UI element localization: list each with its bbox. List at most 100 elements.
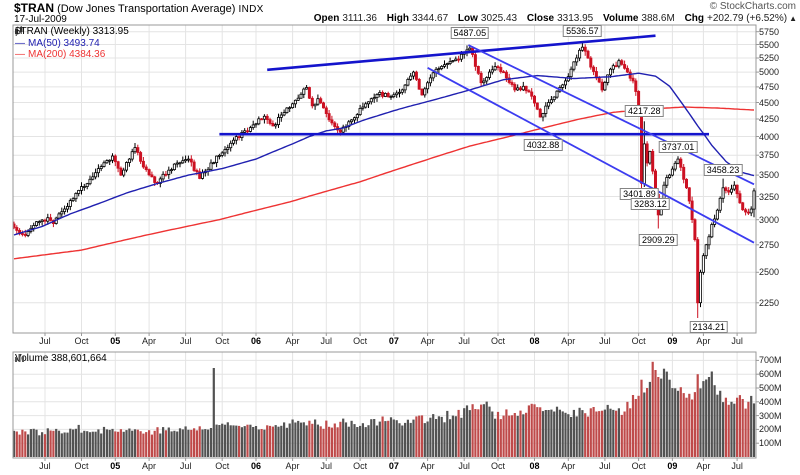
x-axis-label: 08 bbox=[529, 336, 540, 346]
chg-label: Chg bbox=[684, 13, 705, 24]
x-axis-label: 09 bbox=[667, 336, 678, 346]
ma50-swatch: — bbox=[15, 37, 25, 49]
quote-summary: Open 3111.36 High 3344.67 Low 3025.43 Close… bbox=[307, 13, 797, 24]
price-axis-tick-label: 4500 bbox=[759, 97, 780, 108]
x-axis-label: Jul bbox=[39, 461, 51, 471]
x-axis-label: Oct bbox=[631, 336, 646, 346]
x-axis-label: Apr bbox=[561, 336, 576, 346]
x-axis-label: 07 bbox=[388, 336, 399, 346]
x-axis-label: Apr bbox=[696, 336, 711, 346]
ticker-symbol: $TRAN bbox=[14, 1, 55, 15]
volume-axis-tick-label: 600M bbox=[759, 369, 782, 380]
price-axis-tick-label: 3250 bbox=[759, 191, 780, 202]
x-axis-label: 06 bbox=[250, 461, 261, 471]
volume-axis-tick-label: 700M bbox=[759, 355, 782, 366]
price-axis-tick-label: 4250 bbox=[759, 114, 780, 125]
open-value: 3111.36 bbox=[342, 13, 377, 24]
price-axis-tick-label: 3750 bbox=[759, 150, 780, 161]
price-axis-tick-label: 2750 bbox=[759, 239, 780, 250]
price-axis-tick-label: 3500 bbox=[759, 170, 780, 181]
x-axis-label: Apr bbox=[420, 336, 435, 346]
exchange-label: INDX bbox=[238, 4, 264, 15]
x-axis-label: Apr bbox=[285, 461, 300, 471]
price-axis-tick-label: 2250 bbox=[759, 297, 780, 308]
x-axis-label: Apr bbox=[142, 336, 157, 346]
x-axis-label: 09 bbox=[667, 461, 678, 471]
x-axis-label: Oct bbox=[353, 461, 368, 471]
volume-axis-tick-label: 300M bbox=[759, 410, 782, 421]
low-label: Low bbox=[457, 13, 478, 24]
price-annotation: 4032.88 bbox=[523, 138, 563, 151]
high-label: High bbox=[386, 13, 409, 24]
chart-title: $TRAN (Dow Jones Transportation Average)… bbox=[14, 1, 264, 15]
price-axis-tick-label: 5000 bbox=[759, 67, 780, 78]
price-axis-tick-label: 2500 bbox=[759, 267, 780, 278]
instrument-name: (Dow Jones Transportation Average) bbox=[57, 3, 236, 15]
close-label: Close bbox=[526, 13, 555, 24]
x-axis-label: Oct bbox=[490, 461, 505, 471]
price-legend: $TRAN (Weekly) 3313.95 — MA(50) 3493.74 … bbox=[15, 26, 129, 61]
x-axis-label: Jul bbox=[320, 461, 333, 471]
volume-axis-tick-label: 400M bbox=[759, 396, 782, 407]
x-axis-label: Jul bbox=[179, 336, 192, 346]
close-value: 3313.95 bbox=[557, 13, 594, 24]
x-axis-label: Oct bbox=[74, 461, 89, 471]
volume-bars-icon bbox=[15, 354, 24, 362]
x-axis-label: Oct bbox=[631, 461, 646, 471]
chg-value: +202.79 (+6.52%) bbox=[707, 13, 788, 24]
x-axis-label: Jul bbox=[731, 461, 743, 471]
x-axis-label: Jul bbox=[599, 336, 611, 346]
x-axis-label: Apr bbox=[696, 461, 711, 471]
price-annotation: 3283.12 bbox=[631, 198, 670, 211]
volume-axis-tick-label: 500M bbox=[759, 383, 782, 393]
x-axis-label: Jul bbox=[458, 461, 470, 471]
x-axis-label: Jul bbox=[458, 336, 470, 346]
high-value: 3344.67 bbox=[411, 13, 449, 24]
x-axis-label: Oct bbox=[215, 461, 230, 471]
x-axis-label: Jul bbox=[179, 461, 192, 471]
price-axis-tick-label: 5750 bbox=[759, 26, 780, 37]
chg-up-arrow-icon: ▲ bbox=[789, 14, 797, 23]
price-annotation: 4217.28 bbox=[624, 104, 664, 117]
price-annotation: 5536.57 bbox=[563, 25, 602, 38]
volume-axis-tick-label: 200M bbox=[759, 424, 782, 435]
price-annotation: 5487.05 bbox=[450, 26, 490, 39]
x-axis-label: Jul bbox=[599, 461, 611, 471]
ma200-swatch: — bbox=[15, 49, 25, 60]
copyright: © StockCharts.com bbox=[709, 1, 796, 12]
price-axis-tick-label: 4750 bbox=[759, 81, 780, 92]
x-axis-label: Jul bbox=[39, 336, 51, 346]
ma50-legend-label: MA(50) 3493.74 bbox=[28, 37, 100, 49]
x-axis-label: Oct bbox=[490, 336, 505, 346]
volume-axis-tick-label: 100M bbox=[759, 438, 782, 449]
price-annotation: 3458.23 bbox=[703, 164, 743, 177]
x-axis-label: Oct bbox=[353, 336, 368, 346]
x-axis-label: Oct bbox=[74, 336, 89, 346]
open-label: Open bbox=[313, 13, 340, 24]
x-axis-label: 08 bbox=[529, 461, 540, 471]
x-axis-label: 07 bbox=[388, 461, 399, 471]
x-axis-label: Apr bbox=[561, 461, 576, 471]
candlestick-icon bbox=[15, 26, 23, 36]
volume-label: Volume bbox=[603, 13, 639, 24]
volume-value: 388.6M bbox=[641, 13, 675, 24]
x-axis-label: 05 bbox=[110, 336, 121, 346]
x-axis-label: Apr bbox=[142, 461, 157, 471]
x-axis-label: Oct bbox=[215, 336, 230, 346]
x-axis-label: Apr bbox=[420, 461, 435, 471]
price-axis-tick-label: 4000 bbox=[759, 131, 780, 142]
x-axis-label: Apr bbox=[285, 336, 300, 346]
price-annotation: 3737.01 bbox=[658, 140, 698, 153]
price-axis-tick-label: 5250 bbox=[759, 52, 780, 63]
price-legend-label: $TRAN (Weekly) 3313.95 bbox=[15, 26, 129, 37]
price-axis-tick-label: 3000 bbox=[759, 214, 780, 225]
x-axis-label: 05 bbox=[110, 461, 121, 471]
chart-date: 17-Jul-2009 bbox=[14, 14, 67, 25]
low-value: 3025.43 bbox=[480, 13, 518, 24]
volume-legend-label: Volume 388,601,664 bbox=[15, 353, 107, 364]
price-annotation: 2134.21 bbox=[689, 320, 728, 333]
price-axis-tick-label: 5500 bbox=[759, 39, 780, 50]
x-axis-label: Jul bbox=[320, 336, 333, 346]
volume-legend: Volume 388,601,664 bbox=[15, 353, 107, 364]
